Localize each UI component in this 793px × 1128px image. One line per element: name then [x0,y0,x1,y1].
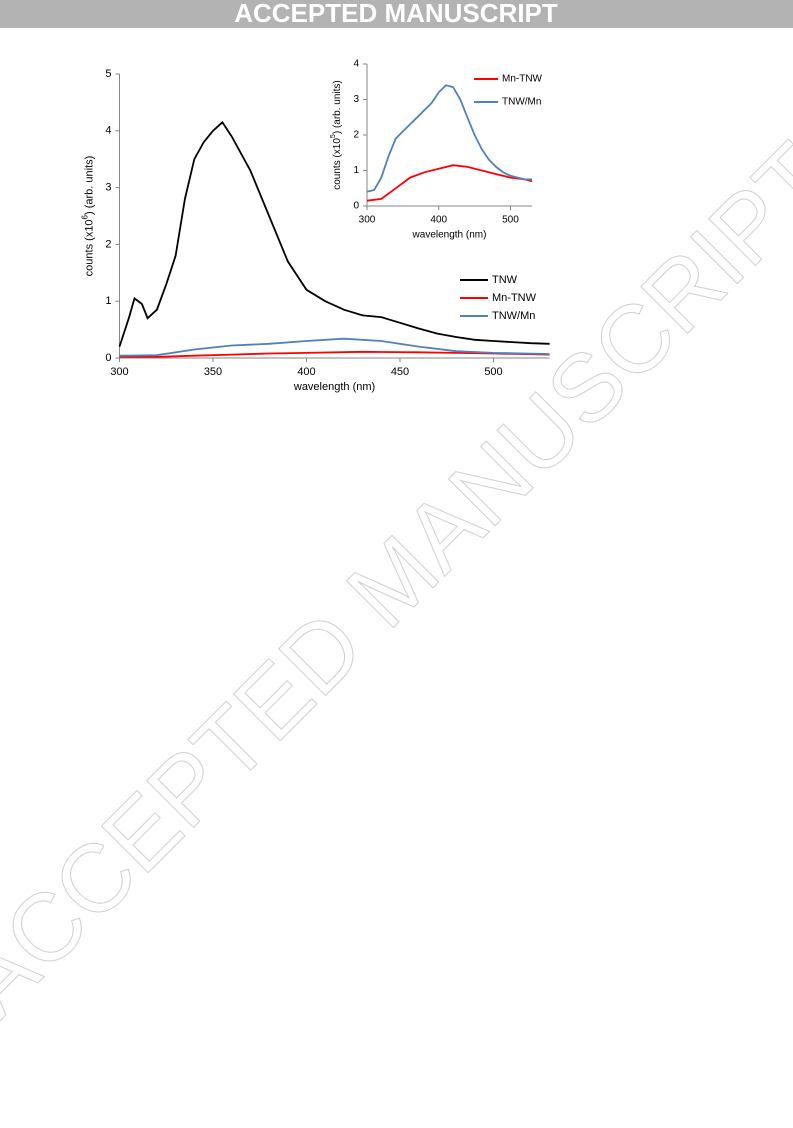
y-tick-label: 3 [353,94,359,105]
x-axis-title: wavelength (nm) [293,381,375,393]
y-axis-title: counts (x105) (arb. units) [330,80,343,190]
y-tick-label: 1 [353,165,359,176]
y-axis-title-part: ) (arb. units) [83,156,95,215]
y-axis-title-part: ) (arb. units) [332,80,343,134]
legend-label: TNW/Mn [492,310,535,322]
series-line [118,120,550,347]
legend-label: TNW/Mn [502,97,541,108]
x-tick-label: 400 [297,366,315,378]
y-axis-title-sup: 6 [81,214,90,219]
banner [0,0,793,28]
y-axis-title-part: counts (x10 [83,219,95,276]
legend-label: Mn-TNW [502,74,543,85]
x-tick-label: 500 [484,366,502,378]
x-tick-label: 450 [391,366,409,378]
series-line [119,350,550,358]
x-tick-label: 350 [204,366,222,378]
y-tick-label: 2 [105,238,111,250]
x-tick-label: 300 [110,366,128,378]
y-axis-title-part: counts (x10 [332,138,343,190]
y-axis-title: counts (x106) (arb. units) [81,156,96,277]
x-tick-label: 400 [430,215,447,226]
series-line [366,164,533,202]
x-tick-label: 500 [502,215,519,226]
y-tick-label: 4 [105,125,111,137]
y-tick-label: 2 [353,130,359,141]
series-line [119,337,550,357]
watermark: ACCEPTED MANUSCRIPT [0,123,793,1036]
legend-label: TNW [492,274,518,286]
x-tick-label: 300 [359,215,376,226]
legend-label: Mn-TNW [492,292,537,304]
x-axis-title: wavelength (nm) [412,230,487,241]
y-tick-label: 0 [105,352,111,364]
series-line [366,84,532,193]
y-axis-title-sup: 5 [330,134,337,138]
y-tick-label: 0 [353,201,359,212]
y-tick-label: 3 [105,182,111,194]
y-tick-label: 4 [353,59,359,70]
banner-text: ACCEPTED MANUSCRIPT [234,0,558,28]
y-tick-label: 5 [105,68,111,80]
y-tick-label: 1 [105,295,111,307]
